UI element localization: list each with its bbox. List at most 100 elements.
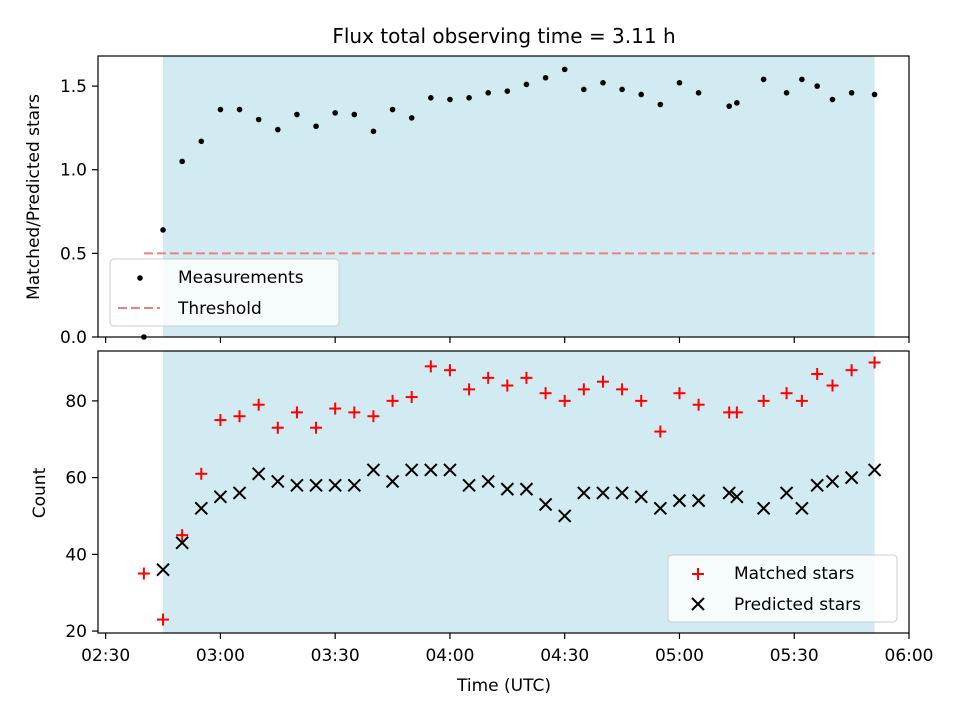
predicted-star-point <box>328 478 342 492</box>
y-tick-label: 40 <box>65 545 87 565</box>
predicted-star-point <box>156 562 170 577</box>
matched-star-point <box>482 371 495 384</box>
predicted-star-point <box>577 486 591 500</box>
predicted-star-point <box>519 482 534 496</box>
measurement-point <box>160 227 166 233</box>
matched-star-point <box>137 567 150 580</box>
predicted-star-point <box>634 490 648 504</box>
top-panel: Flux total observing time = 3.11 h 0.00.… <box>24 24 910 348</box>
y-tick-label: 60 <box>65 469 87 489</box>
predicted-star-point <box>722 486 736 500</box>
matched-star-point <box>348 406 361 419</box>
predicted-star-point <box>538 497 553 512</box>
measurement-point <box>351 111 358 118</box>
measurement-point <box>848 89 855 96</box>
predicted-star-point <box>213 490 228 504</box>
matched-star-point <box>868 356 881 369</box>
predicted-star-point <box>443 463 457 477</box>
top-legend: Measurements Threshold <box>109 258 340 327</box>
measurement-point <box>734 100 740 106</box>
x-tick-label: 04:00 <box>425 646 474 666</box>
measurement-point <box>760 76 767 83</box>
y-tick-label: 1.0 <box>60 161 87 181</box>
matched-star-point <box>673 387 686 400</box>
measurement-point <box>523 81 530 88</box>
x-tick-label: 06:00 <box>885 646 934 666</box>
matched-star-point <box>811 368 824 381</box>
matched-star-point <box>252 398 265 411</box>
predicted-star-point <box>271 474 285 489</box>
top-axes-frame <box>97 55 910 338</box>
measurement-point <box>485 89 491 96</box>
predicted-star-point <box>462 478 476 492</box>
measurement-point <box>829 96 836 103</box>
y-tick-label: 20 <box>65 622 87 642</box>
measurement-point <box>313 123 319 130</box>
matched-star-point <box>845 364 858 377</box>
measurement-point <box>814 83 820 89</box>
predicted-star-point <box>730 490 744 504</box>
x-tick-label: 03:00 <box>196 646 245 666</box>
matched-star-point <box>443 364 456 377</box>
matched-star-point <box>780 387 793 400</box>
top-y-ticks: 0.0 0.5 1.0 1.5 <box>60 77 98 348</box>
predicted-star-point <box>424 463 438 477</box>
measurement-point <box>274 126 281 133</box>
x-axis-label: Time (UTC) <box>456 676 551 696</box>
bottom-x-ticks: 02:30 03:00 03:30 04:00 04:30 05:00 05:30 06:00 <box>81 633 934 666</box>
predicted-star-point <box>385 474 400 489</box>
measurement-point <box>542 74 549 81</box>
predicted-star-point <box>347 478 362 492</box>
chart-title: Flux total observing time = 3.11 h <box>332 24 675 48</box>
predicted-star-point <box>653 501 668 516</box>
count-points <box>137 356 882 626</box>
matched-star-point <box>826 379 839 392</box>
bottom-panel: 02:30 03:00 03:30 04:00 04:30 05:00 05:30 06:00… <box>30 350 934 696</box>
predicted-star-point <box>810 478 824 492</box>
matched-star-point <box>176 529 189 542</box>
y-tick-label: 80 <box>65 392 87 412</box>
matched-star-point <box>520 371 533 384</box>
predicted-star-point <box>194 501 208 516</box>
measurement-point <box>619 86 625 93</box>
y-tick-label: 1.5 <box>60 77 87 97</box>
predicted-star-point <box>366 463 381 477</box>
measurement-point <box>236 106 243 113</box>
bottom-y-ticks: 20 40 60 80 <box>65 392 98 642</box>
measurement-point <box>676 79 683 86</box>
predicted-star-point <box>795 501 809 516</box>
measurement-point <box>370 128 377 135</box>
matched-star-point <box>157 613 170 626</box>
bottom-y-axis-label: Count <box>30 467 50 518</box>
predicted-star-point <box>672 493 687 508</box>
measurement-point <box>871 91 878 98</box>
bottom-legend: Matched stars Predicted stars <box>667 554 898 623</box>
measurements-legend-marker <box>137 275 143 281</box>
matched-star-point <box>271 421 284 434</box>
predicted-star-point <box>290 478 304 492</box>
predicted-star-point <box>756 501 771 516</box>
measurement-points <box>141 66 878 340</box>
matched-star-point <box>195 467 208 480</box>
measurement-point <box>332 110 338 116</box>
y-tick-label: 0.0 <box>60 328 87 348</box>
predicted-star-point <box>596 486 610 500</box>
measurement-point <box>504 88 511 94</box>
top-y-axis-label: Matched/Predicted stars <box>24 94 44 300</box>
matched-star-point <box>596 375 609 388</box>
matched-star-point <box>367 410 380 423</box>
matched-star-point <box>310 421 323 434</box>
measurement-point <box>389 106 396 113</box>
predicted-star-point <box>251 467 266 481</box>
x-tick-label: 02:30 <box>81 646 130 666</box>
matched-star-point <box>795 394 808 407</box>
x-tick-label: 05:30 <box>770 646 819 666</box>
measurement-point <box>198 138 205 145</box>
matched-star-point <box>405 391 418 404</box>
measurement-point <box>581 86 587 93</box>
measurement-point <box>799 76 805 83</box>
predicted-star-point <box>691 493 706 508</box>
top-legend-box <box>109 258 340 327</box>
matched-star-point <box>616 383 629 396</box>
